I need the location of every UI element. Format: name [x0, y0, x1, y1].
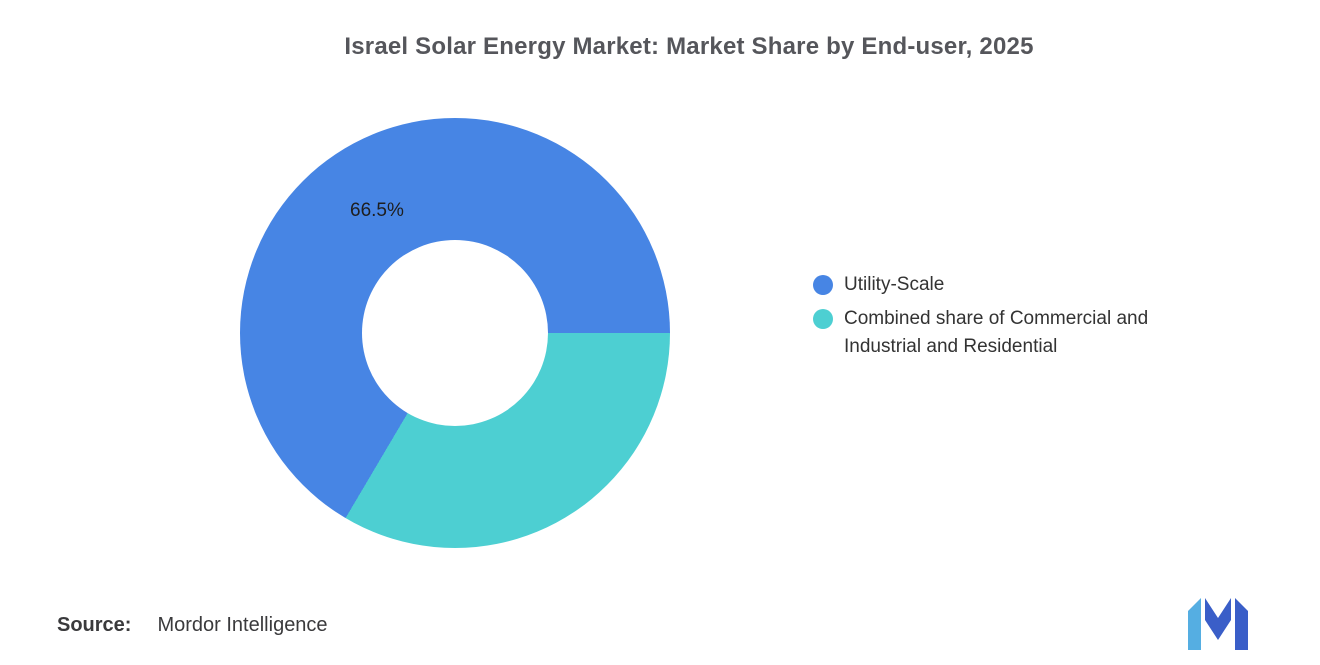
legend-marker-utility-scale	[813, 275, 833, 295]
source-line: Source: Mordor Intelligence	[57, 614, 328, 637]
logo-m-glyph	[1188, 598, 1248, 650]
legend-item-commercial-industrial-residential[interactable]: Combined share of Commercial and Industr…	[813, 305, 1222, 361]
mordor-intelligence-logo	[1188, 598, 1248, 650]
legend: Utility-Scale Combined share of Commerci…	[813, 271, 1222, 361]
logo-right-stroke	[1235, 598, 1248, 650]
logo-left-stroke	[1188, 598, 1201, 650]
utility-scale-data-label: 66.5%	[350, 200, 404, 221]
chart-title: Israel Solar Energy Market: Market Share…	[344, 33, 1034, 60]
source-label: Source:	[57, 614, 132, 636]
donut-hole	[362, 240, 548, 426]
source-value: Mordor Intelligence	[157, 614, 328, 636]
logo-middle-stroke	[1205, 598, 1231, 640]
legend-marker-commercial-industrial-residential	[813, 309, 833, 329]
legend-item-utility-scale[interactable]: Utility-Scale	[813, 271, 1222, 299]
legend-label-utility-scale: Utility-Scale	[844, 274, 945, 295]
legend-label-commercial-industrial-residential: Combined share of Commercial and Industr…	[844, 308, 1149, 357]
donut-chart-area: 66.5%	[240, 118, 670, 548]
